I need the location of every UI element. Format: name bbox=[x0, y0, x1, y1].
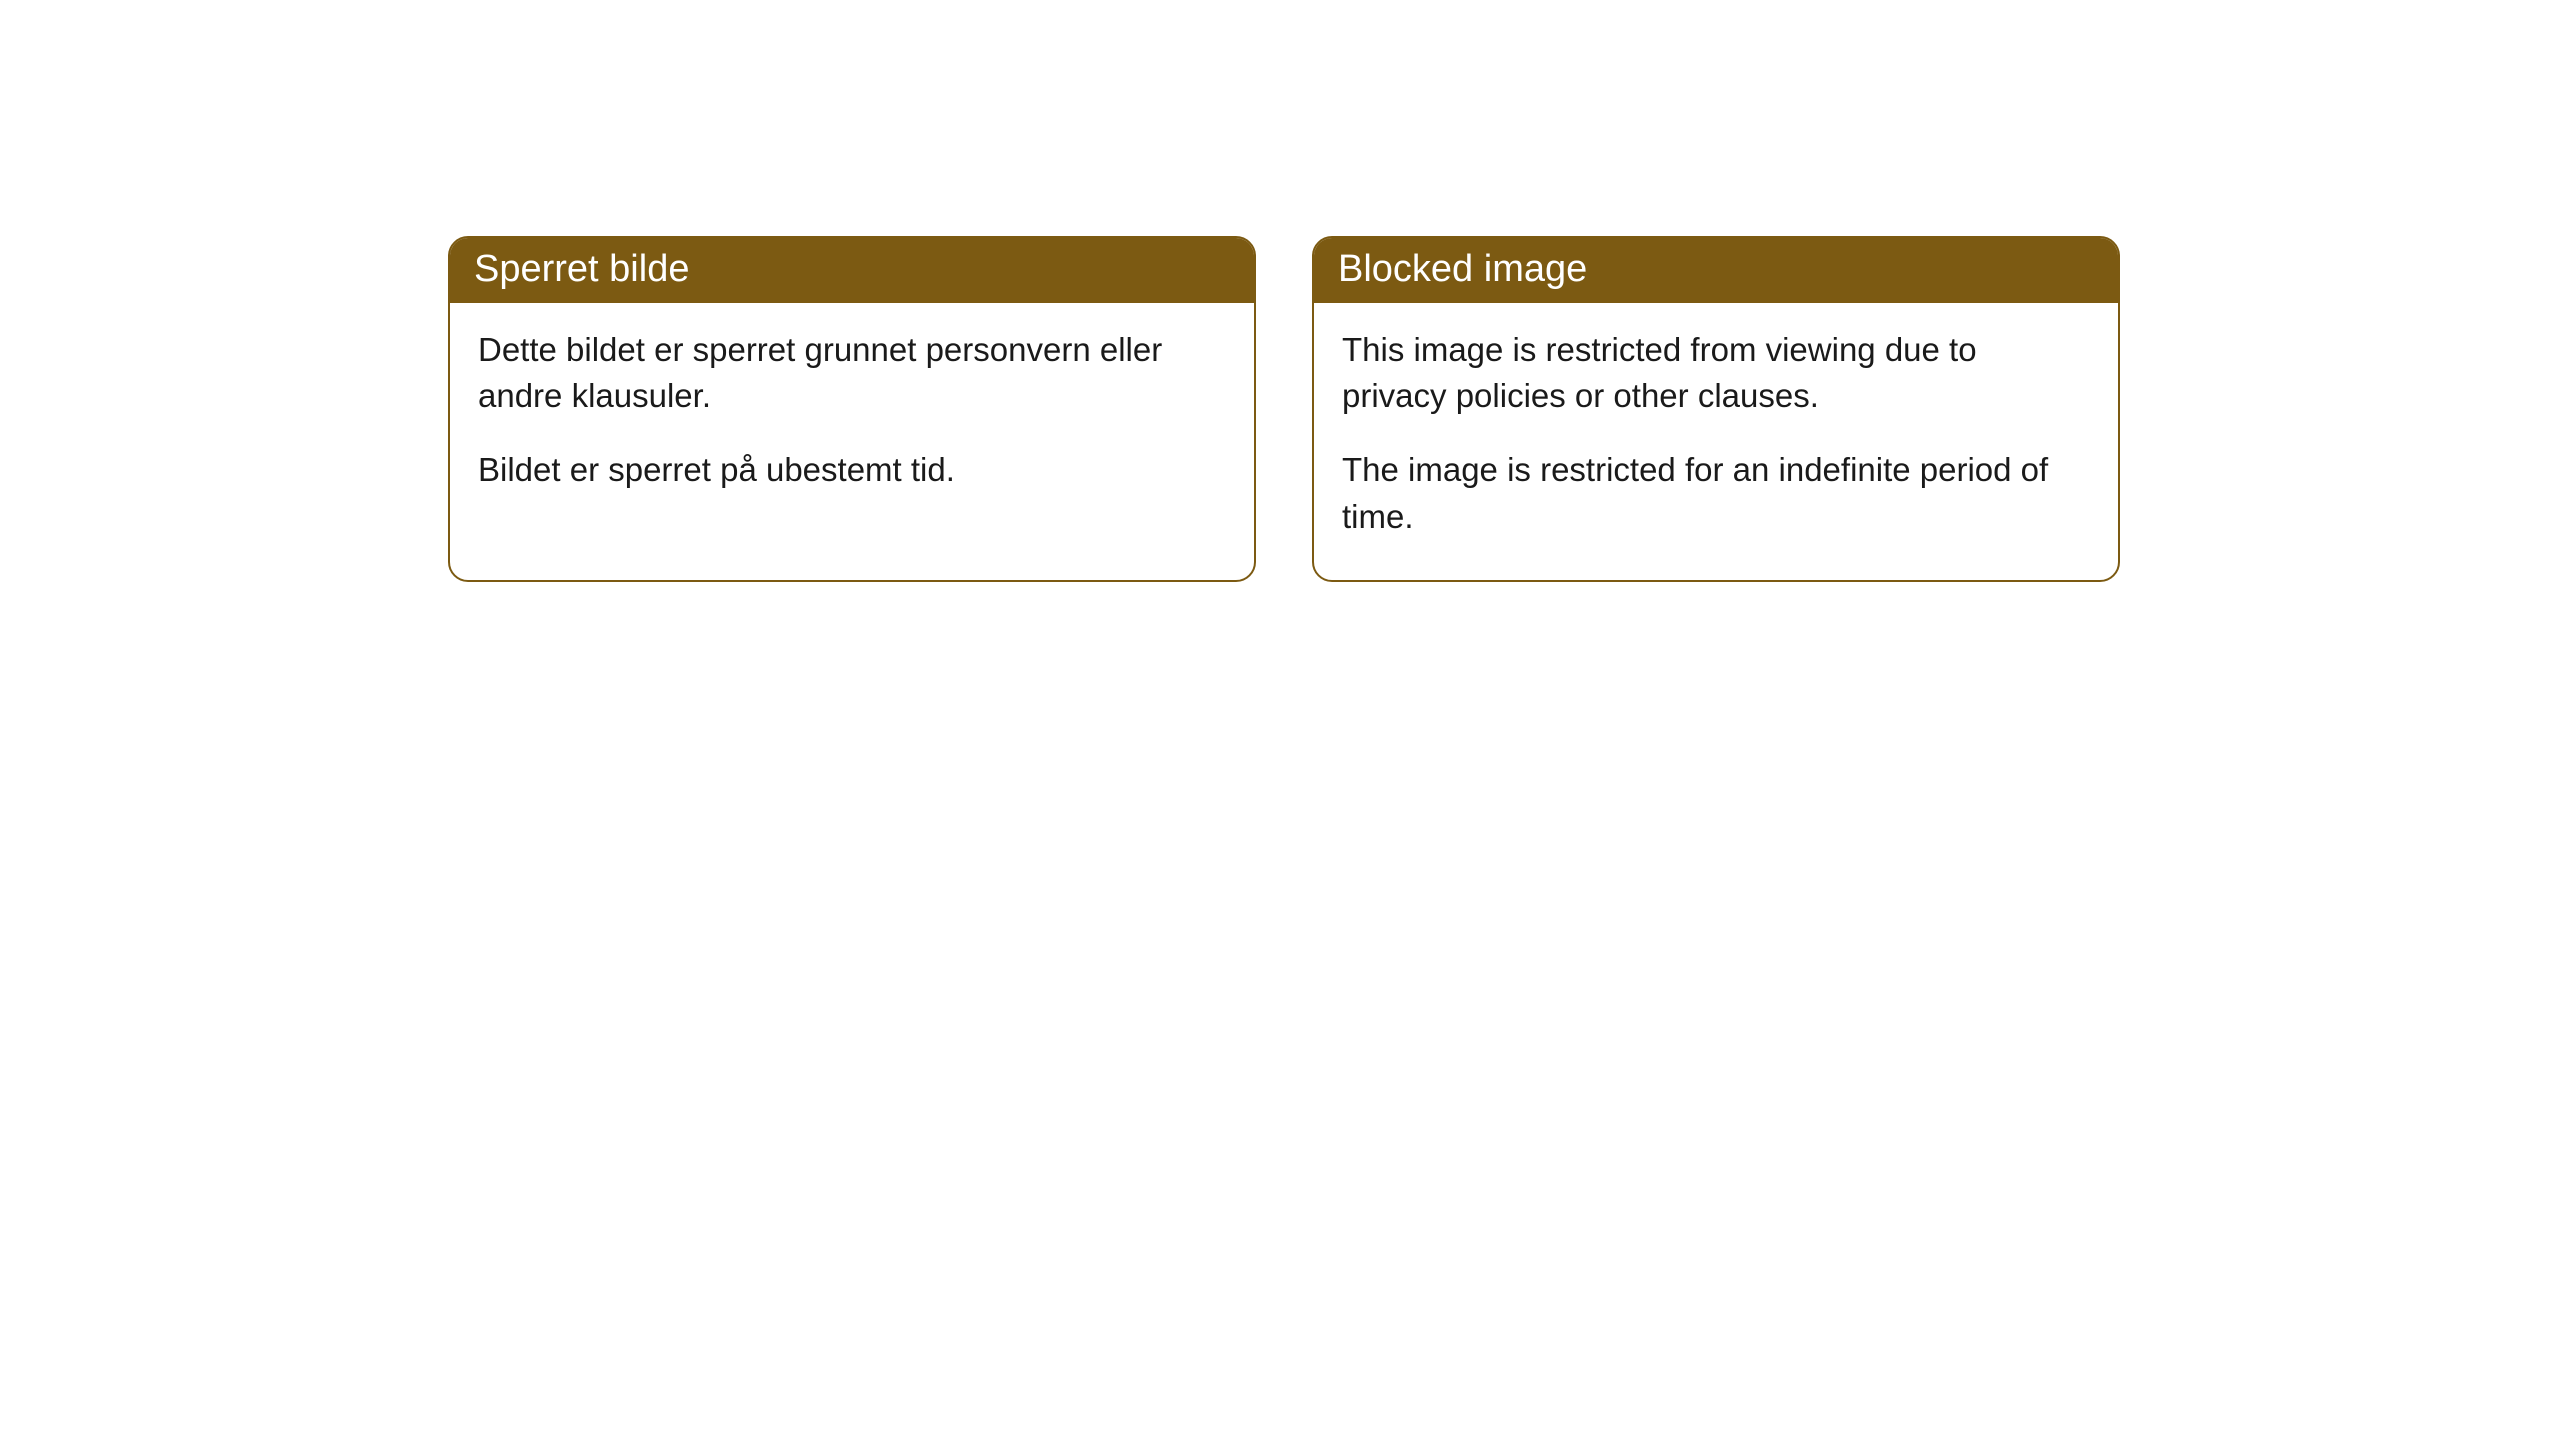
card-title: Blocked image bbox=[1338, 248, 1587, 290]
blocked-notice-card-norwegian: Sperret bilde Dette bildet er sperret gr… bbox=[448, 236, 1256, 582]
notice-container: Sperret bilde Dette bildet er sperret gr… bbox=[0, 0, 2560, 582]
card-body: This image is restricted from viewing du… bbox=[1314, 303, 2118, 580]
notice-text-2: The image is restricted for an indefinit… bbox=[1342, 447, 2090, 539]
notice-text-1: Dette bildet er sperret grunnet personve… bbox=[478, 327, 1226, 419]
card-header: Sperret bilde bbox=[450, 238, 1254, 303]
notice-text-1: This image is restricted from viewing du… bbox=[1342, 327, 2090, 419]
card-header: Blocked image bbox=[1314, 238, 2118, 303]
blocked-notice-card-english: Blocked image This image is restricted f… bbox=[1312, 236, 2120, 582]
notice-text-2: Bildet er sperret på ubestemt tid. bbox=[478, 447, 1226, 493]
card-body: Dette bildet er sperret grunnet personve… bbox=[450, 303, 1254, 534]
card-title: Sperret bilde bbox=[474, 248, 689, 290]
